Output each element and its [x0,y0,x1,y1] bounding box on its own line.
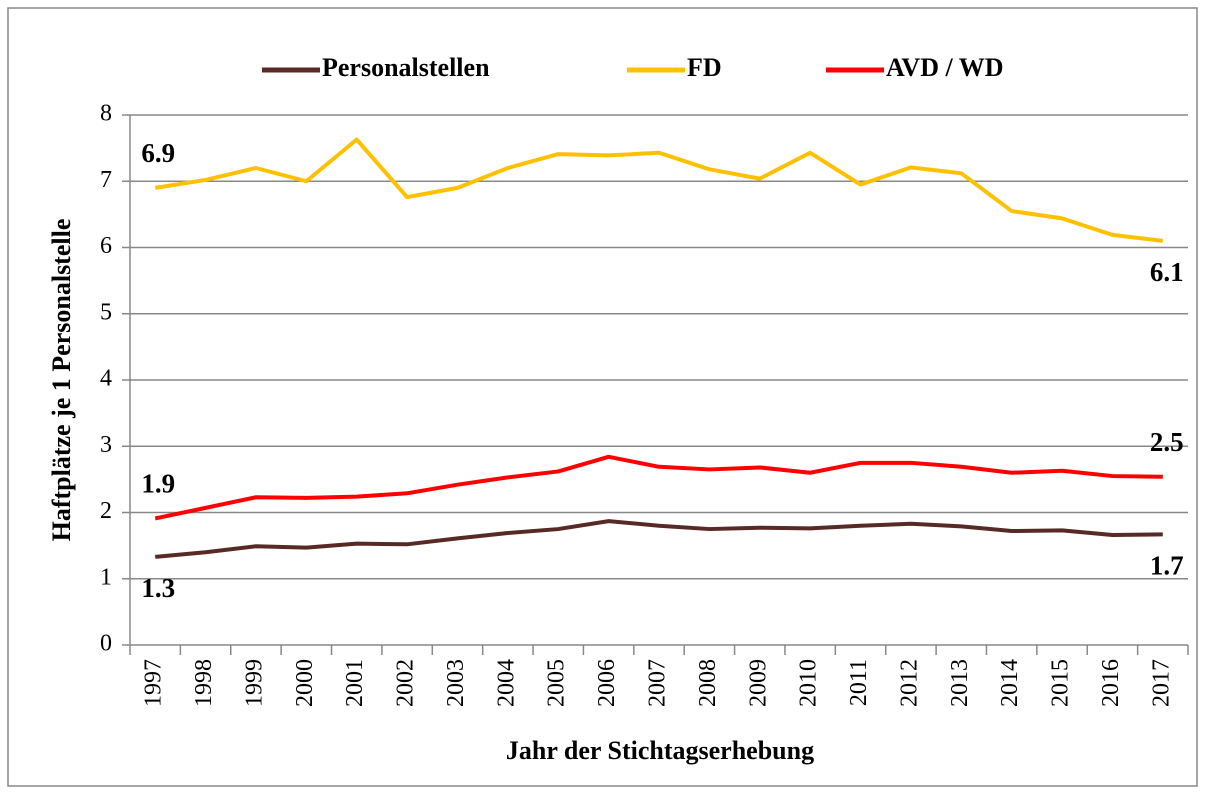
legend-label: AVD / WD [886,53,1004,82]
y-tick-label: 5 [100,299,112,325]
x-tick-label: 2008 [695,659,721,707]
data-label: 1.9 [141,469,175,499]
x-tick-label: 2014 [997,659,1023,707]
x-axis-label: Jahr der Stichtagserhebung [506,736,814,765]
y-tick-label: 1 [100,564,112,590]
series-line [155,519,1163,559]
data-label: 1.3 [141,573,175,603]
y-tick-label: 6 [100,233,112,259]
x-tick-label: 2012 [896,659,922,707]
legend-label: FD [687,53,722,82]
x-tick-label: 2003 [443,659,469,707]
data-label: 6.1 [1150,257,1184,287]
x-tick-label: 2010 [796,659,822,707]
x-tick-label: 1999 [241,659,267,707]
x-tick-label: 2017 [1148,659,1174,707]
x-tick-label: 2011 [846,659,872,706]
series-line [154,137,1164,243]
x-tick-label: 2002 [393,659,419,707]
data-label: 6.9 [141,138,175,168]
x-tick-label: 2001 [342,659,368,707]
x-tick-label: 2005 [544,659,570,707]
y-tick-label: 7 [100,167,112,193]
y-tick-label: 2 [100,498,112,524]
data-label: 2.5 [1150,427,1184,457]
legend-label: Personalstellen [322,53,490,82]
y-tick-label: 0 [100,631,112,657]
x-tick-label: 2004 [493,659,519,707]
x-tick-label: 1997 [141,659,167,707]
y-tick-label: 4 [100,366,112,392]
x-tick-label: 2007 [645,659,671,707]
x-tick-label: 2013 [947,659,973,707]
y-tick-label: 3 [100,432,112,458]
series-line [154,454,1163,521]
x-tick-label: 2009 [745,659,771,707]
y-tick-label: 8 [100,101,112,127]
x-tick-label: 1998 [191,659,217,707]
chart-frame [7,7,1198,787]
x-tick-label: 2016 [1098,659,1124,707]
x-tick-label: 2006 [594,659,620,707]
x-tick-label: 2015 [1048,659,1074,707]
y-axis-label: Haftplätze je 1 Personalstelle [47,219,76,542]
x-tick-label: 2000 [292,659,318,707]
data-label: 1.7 [1150,551,1184,581]
